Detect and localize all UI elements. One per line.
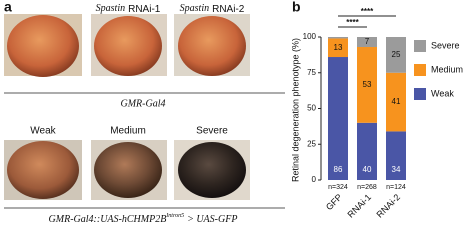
panel-label: a <box>4 0 12 15</box>
significance-label: **** <box>361 7 374 16</box>
y-tick-label: 75 <box>307 68 316 77</box>
genotype-sup: Intron5 <box>165 213 184 219</box>
legend-swatch <box>414 64 426 76</box>
photo-label: Medium <box>110 126 146 137</box>
legend-label: Medium <box>431 64 463 74</box>
bar-segment <box>386 37 406 73</box>
legend-swatch <box>414 40 426 52</box>
bar-segment <box>328 57 348 180</box>
eye <box>178 142 246 198</box>
figure: a UAS-GFP Spastin RNAi-1 Spastin RNAi-2 GM… <box>4 0 463 225</box>
photo-label: UAS-GFP <box>21 3 62 14</box>
legend-swatch <box>414 88 426 100</box>
y-tick-label: 25 <box>307 139 316 148</box>
panel-label: b <box>292 0 301 15</box>
x-tick-label: RNAi-2 <box>375 192 403 220</box>
eye <box>7 15 79 77</box>
suffix: RNAi-2 <box>212 4 245 15</box>
bar-segment <box>328 38 348 58</box>
photo-label: Severe <box>196 126 228 137</box>
legend-label: Weak <box>431 88 454 98</box>
significance-label: **** <box>346 18 359 27</box>
eye <box>178 16 246 76</box>
value-label: 86 <box>334 165 343 174</box>
legend-label: Severe <box>431 40 460 50</box>
bar-segment <box>328 37 348 39</box>
y-axis-title: Retinal degeneration phenotype (%) <box>290 38 300 182</box>
gene: Spastin <box>96 3 125 14</box>
y-tick-label: 0 <box>312 175 317 184</box>
n-label: n=268 <box>357 184 377 191</box>
eye <box>94 142 162 198</box>
value-label: 7 <box>365 37 370 46</box>
value-label: 53 <box>363 80 372 89</box>
bar-segment <box>357 47 377 123</box>
value-label: 41 <box>392 97 401 106</box>
x-tick-label: GFP <box>324 192 344 212</box>
value-label: 25 <box>392 50 401 59</box>
suffix: RNAi-1 <box>128 4 161 15</box>
genotype-label: GMR-Gal4::UAS-hCHMP2BIntron5 > UAS-GFP <box>49 213 238 225</box>
photo-label: Spastin RNAi-2 <box>180 3 245 14</box>
driver-label: GMR-Gal4 <box>121 98 166 109</box>
x-tick-label: RNAi-1 <box>346 192 374 220</box>
y-tick-label: 50 <box>307 104 316 113</box>
bar-segment <box>357 37 377 48</box>
n-label: n=124 <box>386 184 406 191</box>
y-tick-label: 100 <box>303 32 317 41</box>
genotype-rest: > UAS-GFP <box>187 214 237 225</box>
eye <box>94 16 162 76</box>
bar-segment <box>386 131 406 180</box>
photos <box>4 14 250 200</box>
eye <box>7 141 79 199</box>
photo-label: Spastin RNAi-1 <box>96 3 161 14</box>
genotype-base: GMR-Gal4::UAS-hCHMP2B <box>49 214 167 225</box>
photo-label: Weak <box>30 126 56 137</box>
value-label: 34 <box>392 165 401 174</box>
bar-segment <box>386 72 406 132</box>
value-label: 40 <box>363 165 372 174</box>
n-label: n=324 <box>328 184 348 191</box>
bar-segment <box>357 122 377 180</box>
value-label: 13 <box>334 43 343 52</box>
gene: Spastin <box>180 3 209 14</box>
